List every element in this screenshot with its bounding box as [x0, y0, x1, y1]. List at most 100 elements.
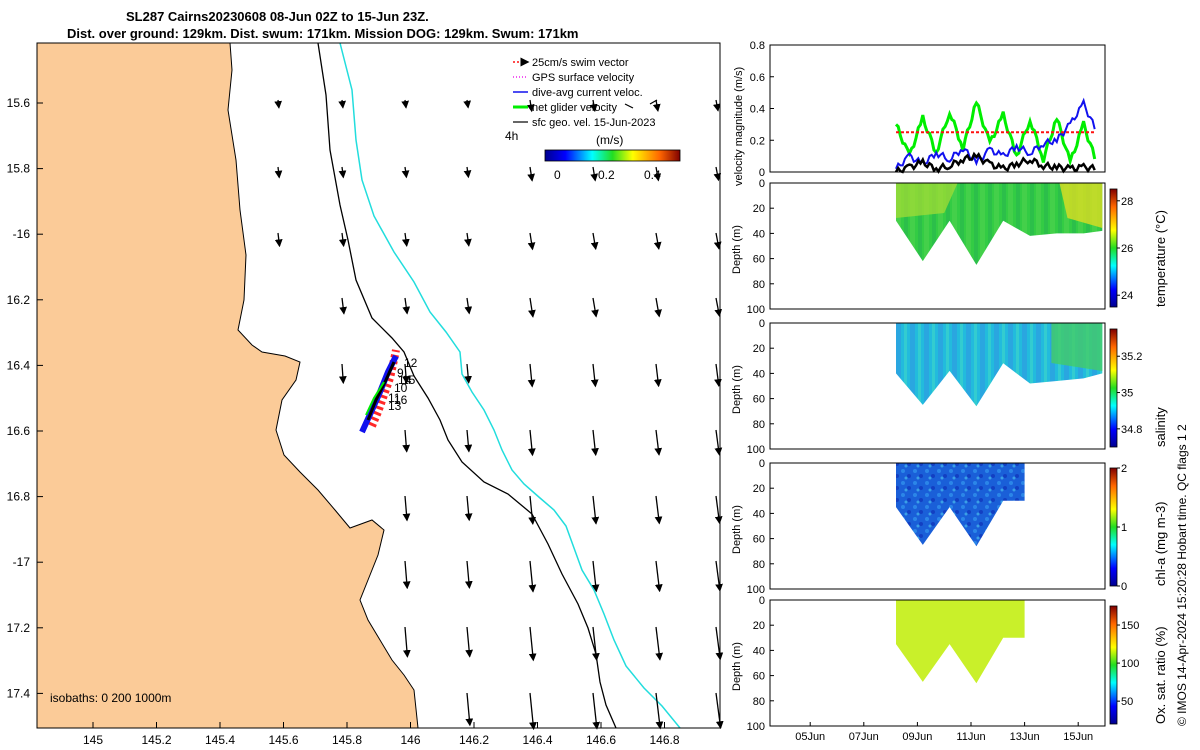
chart-title-line2: Dist. over ground: 129km. Dist. swum: 17…: [67, 26, 579, 41]
isobath-1000: [339, 43, 681, 728]
depth-tick-label: 60: [753, 534, 765, 546]
depth-tick-label: 80: [753, 696, 765, 708]
salinity-colorbar: [1109, 328, 1118, 448]
depth-tick-label: 80: [753, 419, 765, 431]
time-tick-label: 05Jun: [795, 731, 825, 743]
time-tick-label: 15Jun: [1063, 731, 1093, 743]
velocity-vector: [715, 560, 723, 592]
depth-tick-label: 100: [747, 721, 765, 733]
velocity-vector: [465, 692, 474, 727]
svg-text:0.4: 0.4: [644, 168, 661, 182]
legend-sfc-geo: sfc geo. vel. 15-Jun-2023: [532, 117, 656, 129]
colorbar-tick-label: 150: [1121, 620, 1139, 632]
map-x-tick-label: 145.2: [141, 733, 171, 747]
chla-colorbar: [1109, 467, 1118, 587]
map-x-tick-label: 146.4: [522, 733, 552, 747]
svg-text:9: 9: [397, 366, 404, 380]
map-x-tick-label: 146: [400, 733, 420, 747]
map-x-tick-label: 145.4: [205, 733, 235, 747]
svg-text:13: 13: [388, 399, 402, 413]
colorbar-unit: (m/s): [596, 133, 623, 147]
map-y-tick-label: 16.2: [7, 293, 31, 307]
velocity-vector: [463, 99, 472, 109]
velocity-y-tick-label: 0: [759, 167, 765, 179]
velocity-vector: [590, 232, 599, 251]
velocity-vector: [402, 495, 411, 522]
velocity-vector: [402, 363, 410, 384]
svg-text:0: 0: [554, 168, 561, 182]
temperature-colorbar: [1109, 188, 1118, 308]
profile-panel-salinity: 0 20 40 60 80 100 Depth (m) 34.8 35 35.2 salinity: [731, 318, 1168, 456]
svg-text:11: 11: [388, 391, 401, 405]
legend-net-glider: net glider velocity: [532, 102, 617, 114]
velocity-series-line: [895, 97, 1096, 170]
velocity-vector: [402, 626, 411, 658]
velocity-vector: [654, 495, 663, 525]
velocity-vector: [464, 495, 473, 522]
depth-tick-label: 0: [759, 595, 765, 607]
velocity-vector: [653, 166, 662, 182]
legend-dive-avg: dive-avg current veloc.: [532, 87, 643, 99]
track-day-labels: 12 9 14 15 10 11 16 13: [388, 356, 418, 413]
depth-tick-label: 0: [759, 318, 765, 330]
depth-tick-label: 60: [753, 394, 765, 406]
map-y-tick-label: 17.2: [7, 621, 31, 635]
depth-tick-label: 100: [747, 304, 765, 316]
time-tick-label: 07Jun: [849, 731, 879, 743]
depth-ylabel: Depth (m): [731, 642, 743, 691]
velocity-vector: [338, 99, 346, 109]
svg-text:12: 12: [404, 356, 418, 370]
isobath-200: [317, 43, 617, 728]
colorbar-tick-label: 34.8: [1121, 424, 1142, 436]
velocity-vector: [274, 166, 283, 179]
velocity-vector: [589, 99, 598, 113]
oxygen-section: [896, 600, 1025, 684]
velocity-vector: [529, 692, 537, 731]
map-x-tick-label: 145: [83, 733, 103, 747]
surface-velocity-vectors: [274, 99, 724, 731]
velocity-ylabel: velocity magnitude (m/s): [733, 67, 745, 186]
depth-tick-label: 20: [753, 203, 765, 215]
velocity-vector: [402, 297, 411, 315]
colorbar-tick-label: 35.2: [1121, 351, 1142, 363]
glider-track: [359, 349, 400, 434]
velocity-panel: 0 0.2 0.4 0.6 0.8 velocity magnitude (m/s): [733, 40, 1106, 186]
depth-tick-label: 40: [753, 228, 765, 240]
isobaths-label: isobaths: 0 200 1000m: [50, 691, 171, 705]
velocity-vector: [528, 626, 537, 662]
depth-tick-label: 40: [753, 368, 765, 380]
land-mass: [37, 43, 419, 728]
velocity-vector: [712, 99, 721, 112]
depth-ylabel: Depth (m): [731, 365, 743, 414]
velocity-vector: [591, 297, 599, 318]
depth-tick-label: 80: [753, 559, 765, 571]
velocity-vector: [274, 232, 283, 248]
velocity-vector: [713, 232, 722, 250]
map-x-tick-label: 146.8: [649, 733, 679, 747]
map-y-tick-label: 16.8: [7, 490, 31, 504]
map-panel: 12 9 14 15 10 11 16 13 145 145.2 145.4 145.…: [7, 42, 724, 747]
depth-tick-label: 40: [753, 508, 765, 520]
depth-tick-label: 20: [753, 343, 765, 355]
velocity-vector: [527, 232, 536, 251]
map-y-tick-label: -16: [13, 227, 31, 241]
map-legend: 25cm/s swim vector GPS surface velocity …: [505, 57, 681, 182]
map-x-tick-label: 145.6: [268, 733, 298, 747]
velocity-vector: [339, 297, 347, 315]
svg-text:10: 10: [394, 381, 408, 395]
velocity-vector: [714, 495, 723, 525]
map-y-tick-label: 15.8: [7, 162, 31, 176]
velocity-vector: [528, 495, 537, 525]
depth-tick-label: 40: [753, 645, 765, 657]
depth-tick-label: 20: [753, 620, 765, 632]
velocity-vector: [592, 692, 601, 730]
time-tick-label: 11Jun: [956, 731, 985, 743]
colorbar-tick-label: 50: [1121, 696, 1133, 708]
velocity-vector: [464, 232, 472, 247]
velocity-vector: [528, 297, 536, 318]
velocity-vector: [591, 495, 600, 525]
velocity-vector: [655, 626, 663, 661]
velocity-vector: [526, 99, 535, 113]
salinity-colorbar-label: salinity: [1153, 407, 1168, 447]
